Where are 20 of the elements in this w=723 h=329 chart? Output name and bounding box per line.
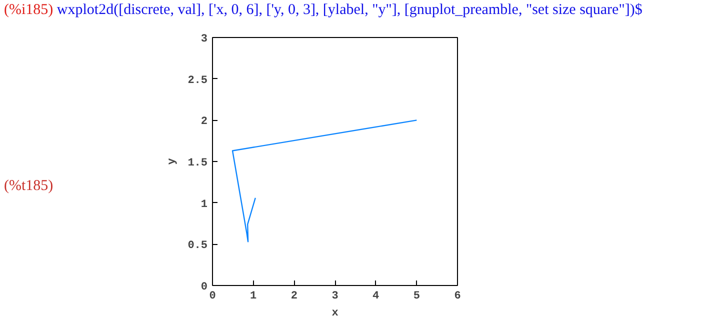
- x-tick-label: 1: [250, 290, 258, 302]
- y-tick-label: 2.5: [188, 74, 208, 87]
- x-tick-label: 4: [372, 290, 380, 302]
- y-tick-label: 2: [200, 116, 208, 128]
- x-tick-label: 6: [454, 290, 461, 302]
- y-tick-label: 3: [200, 34, 208, 46]
- y-axis-title: y: [166, 158, 179, 165]
- y-tick-label: 1: [200, 198, 208, 211]
- x-tick-label: 0: [209, 290, 216, 302]
- text: wxplot2d([discrete, val], ['x, 0, 6], ['y, 0, 3], [ylabel, "y"], [gnuplot_preamble, "set size square"])$: [56, 2, 642, 18]
- x-tick-label: 5: [413, 290, 420, 302]
- y-tick-label: 0.5: [188, 240, 208, 252]
- y-tick-label: 1.5: [188, 158, 208, 170]
- text: (%i185): [4, 2, 54, 18]
- y-tick-label: 0: [200, 282, 208, 294]
- x-tick-label: 3: [332, 290, 339, 302]
- x-tick-label: 2: [290, 290, 298, 302]
- x-axis-title: x: [332, 308, 339, 320]
- text: (%t185): [4, 178, 54, 194]
- line-series: [232, 120, 418, 242]
